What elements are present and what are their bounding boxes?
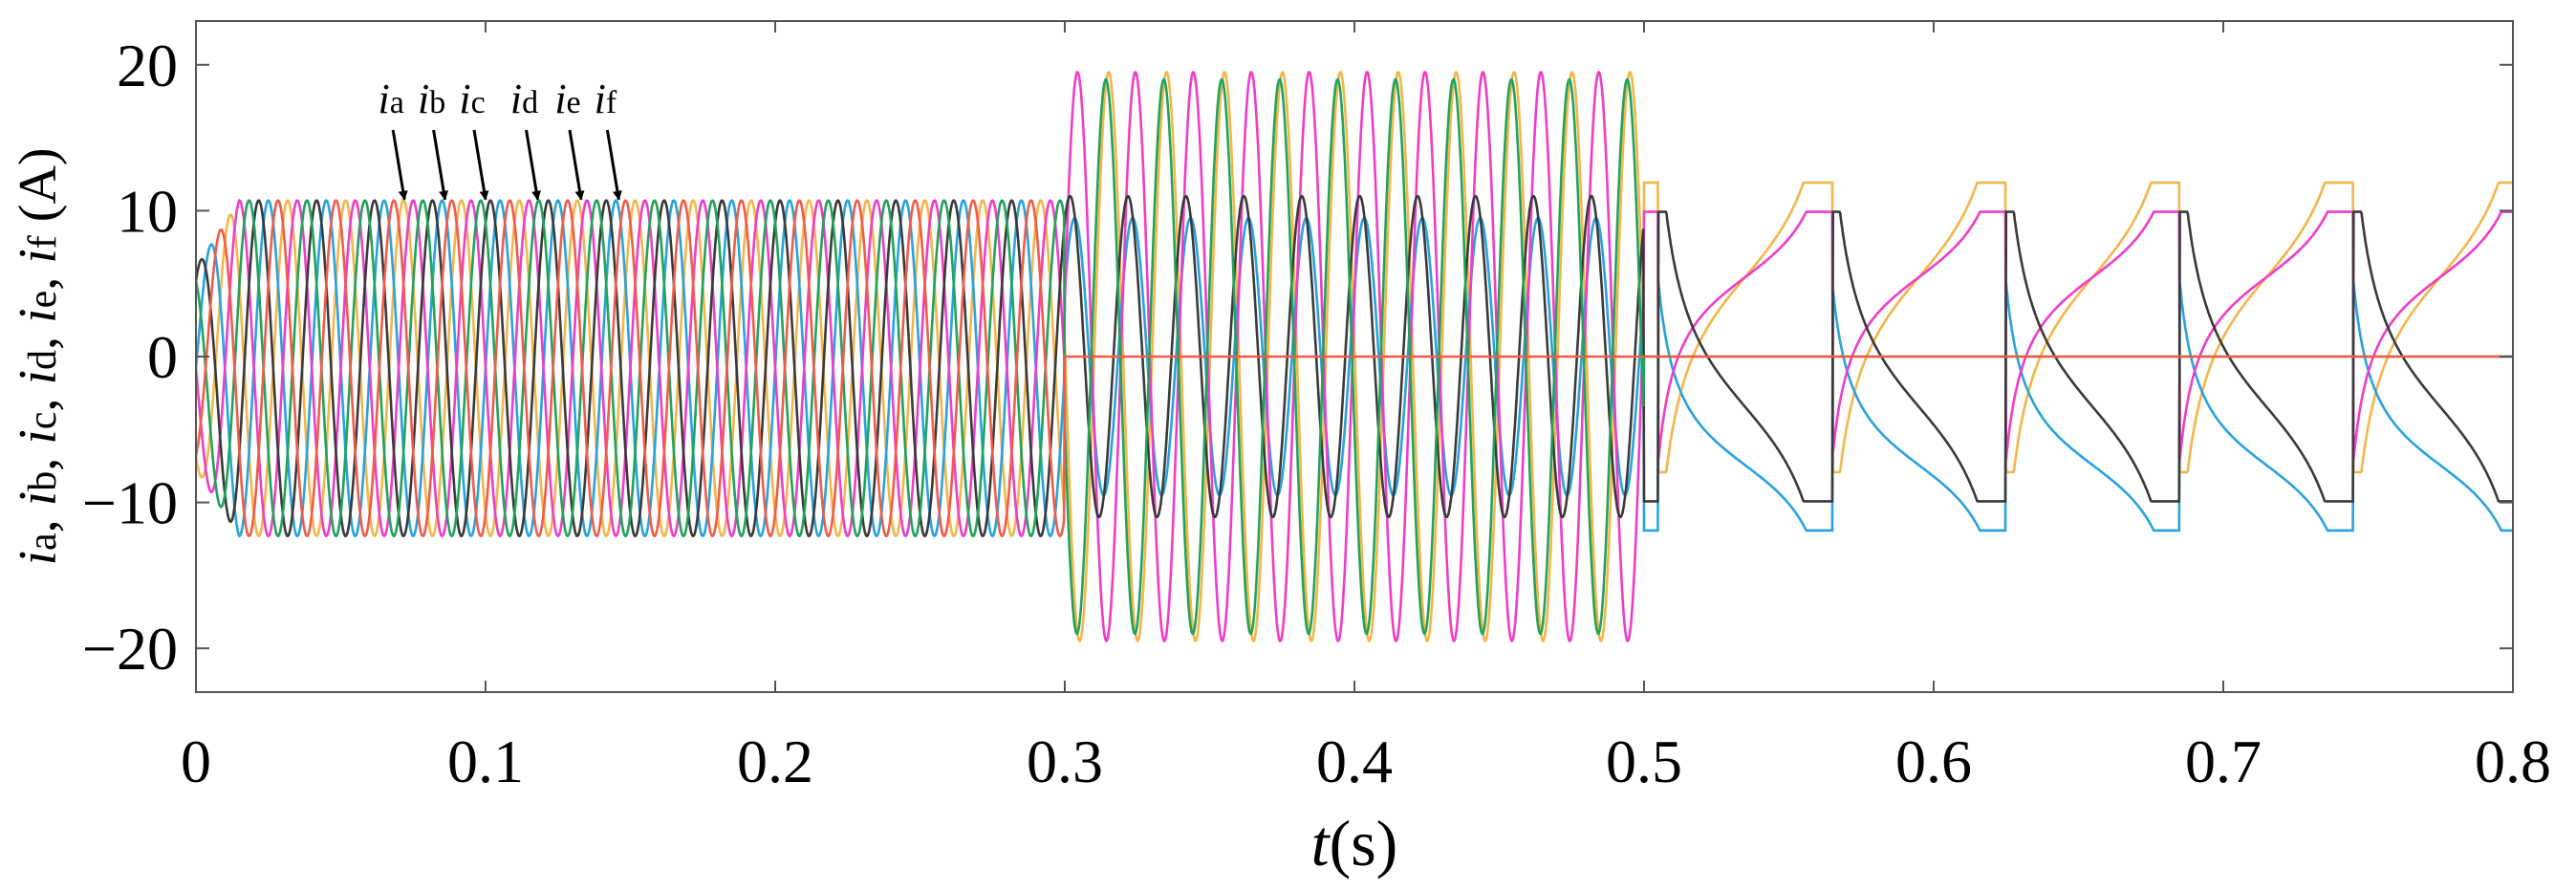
x-tick-label: 0.6 [1895, 727, 1972, 795]
annotation-ie: ie [554, 76, 585, 201]
x-tick-label: 0.4 [1316, 727, 1393, 795]
annotation-ib: ib [418, 76, 449, 201]
series-line-ib [196, 199, 2513, 537]
annotation-arrow [391, 129, 408, 201]
x-tick-label: 0.5 [1606, 727, 1682, 795]
x-axis-label: t(s) [1311, 807, 1398, 879]
x-tick-label: 0 [181, 727, 211, 795]
annotation-ic: ic [459, 76, 489, 201]
annotation-arrow [605, 129, 622, 201]
annotations: ia ib ic id ie if [378, 76, 622, 201]
x-tick-label: 0.8 [2475, 727, 2551, 795]
series-line-id [196, 71, 2513, 642]
annotation-label: ia [378, 76, 403, 122]
annotation-arrow [525, 129, 542, 201]
y-tick-label: 20 [117, 32, 178, 99]
annotation-if: if [595, 76, 622, 201]
x-tick-label: 0.3 [1027, 727, 1103, 795]
svg-text:ia, ib, ic, id, ie, if (A): ia, ib, ic, id, ie, if (A) [9, 147, 68, 565]
y-tick-label: −10 [82, 469, 178, 537]
y-axis-label: ia, ib, ic, id, ie, if (A) [9, 147, 68, 565]
annotation-ia: ia [378, 76, 408, 201]
annotation-label: ib [418, 76, 445, 122]
annotation-id: id [510, 76, 542, 201]
y-tick-label: 10 [117, 177, 178, 245]
annotation-arrow [472, 129, 489, 201]
y-tick-label: 0 [147, 323, 178, 391]
annotation-label: ic [459, 76, 485, 122]
annotation-label: ie [554, 76, 580, 122]
annotation-arrow [432, 129, 449, 201]
series-lines [196, 71, 2513, 642]
x-tick-label: 0.7 [2185, 727, 2262, 795]
annotation-label: if [595, 76, 617, 122]
axis-ticks: 0 0.1 0.2 0.3 0.4 0.5 0.6 0.7 0.8 20 10 0 −10 −20 [82, 21, 2551, 795]
annotation-arrow [568, 129, 585, 201]
y-tick-label: −20 [82, 615, 178, 683]
annotation-label: id [510, 76, 538, 122]
x-tick-label: 0.2 [737, 727, 813, 795]
x-tick-label: 0.1 [447, 727, 524, 795]
series-line-if [196, 194, 2513, 537]
